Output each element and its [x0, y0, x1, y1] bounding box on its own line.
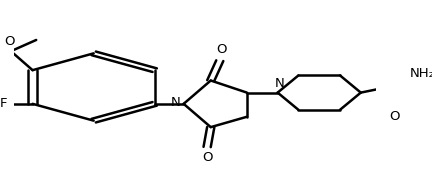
Text: O: O [216, 43, 227, 56]
Text: N: N [275, 77, 284, 89]
Text: NH₂: NH₂ [410, 67, 432, 80]
Text: O: O [4, 35, 14, 48]
Text: N: N [171, 96, 181, 109]
Text: O: O [202, 151, 213, 164]
Text: F: F [0, 97, 7, 110]
Text: O: O [389, 110, 399, 123]
